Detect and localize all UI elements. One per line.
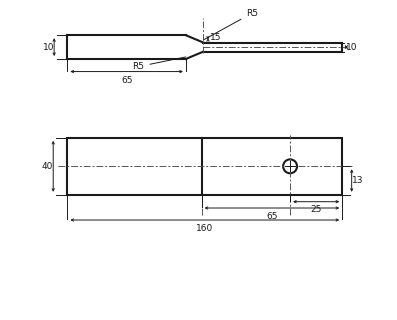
- Text: 10: 10: [43, 43, 54, 52]
- Text: 25: 25: [310, 205, 322, 214]
- Text: 15: 15: [210, 33, 222, 42]
- Text: R5: R5: [133, 57, 186, 71]
- Text: 40: 40: [42, 162, 53, 171]
- Text: 65: 65: [266, 212, 278, 221]
- Text: 13: 13: [352, 176, 363, 185]
- Text: 10: 10: [346, 43, 358, 52]
- Text: 160: 160: [196, 224, 214, 233]
- Bar: [67, 138, 342, 195]
- Text: R5: R5: [204, 9, 258, 40]
- Text: 65: 65: [121, 76, 132, 85]
